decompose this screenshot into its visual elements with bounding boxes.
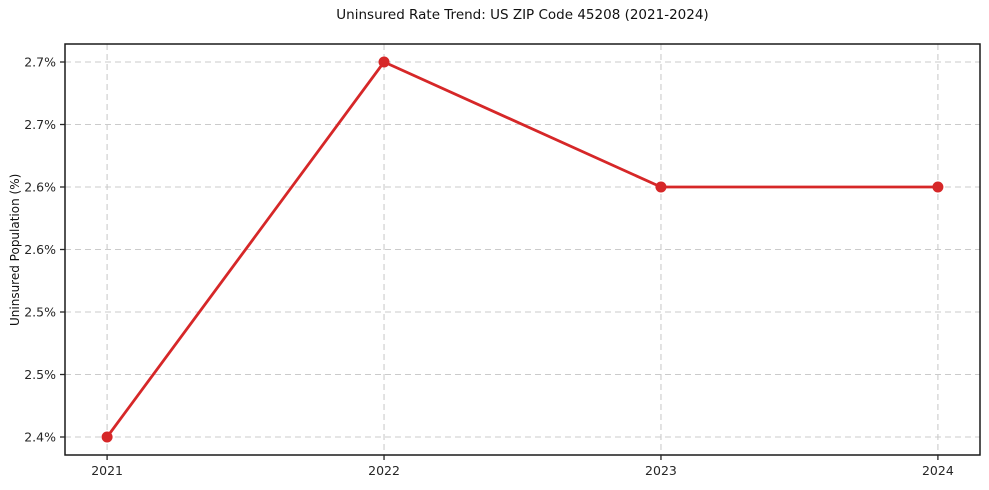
y-tick-label: 2.4% [24, 430, 56, 445]
data-point-marker [101, 431, 113, 443]
x-tick-label: 2021 [91, 463, 123, 478]
y-tick-label: 2.7% [24, 117, 56, 132]
data-point-marker [378, 56, 390, 68]
y-tick-label: 2.6% [24, 242, 56, 257]
y-tick-label: 2.5% [24, 305, 56, 320]
x-tick-label: 2024 [922, 463, 954, 478]
x-tick-label: 2023 [645, 463, 677, 478]
data-point-marker [655, 181, 667, 193]
data-point-marker [932, 181, 944, 193]
axes-spines [64, 43, 981, 456]
chart-title: Uninsured Rate Trend: US ZIP Code 45208 … [336, 7, 709, 23]
series-line [105, 60, 940, 439]
y-tick-label: 2.7% [24, 55, 56, 70]
y-tick-label: 2.6% [24, 180, 56, 195]
x-tick-label: 2022 [368, 463, 400, 478]
y-tick-label: 2.5% [24, 367, 56, 382]
